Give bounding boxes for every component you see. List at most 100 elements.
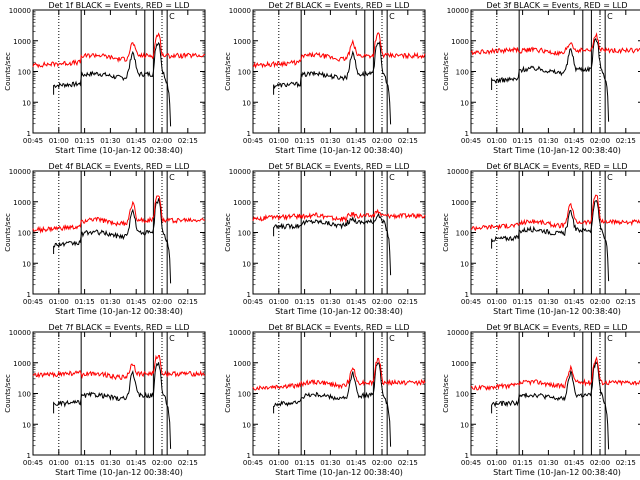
y-axis-label: Counts/sec [224,374,232,413]
events-series-line [491,38,610,122]
x-axis-label: Start Time (10-Jan-12 00:38:40) [493,468,621,477]
chart-panel-3: Det 3f BLACK = Events, RED = LLD 1 10 100 10… [442,1,640,155]
chart-panel-5: Det 5f BLACK = Events, RED = LLD 1 10 100 10… [224,162,426,316]
y-tick-label: 1000 [451,38,469,46]
x-tick-label: 01:00 [49,137,69,145]
chart-title: Det 5f BLACK = Events, RED = LLD [268,162,409,171]
x-tick-label: 01:45 [346,137,366,145]
x-axis-label: Start Time (10-Jan-12 00:38:40) [55,146,183,155]
x-tick-label: 01:45 [564,459,584,467]
y-tick-label: 10 [460,260,469,268]
c-marker-label: C [389,334,395,343]
chart-panel-4: Det 4f BLACK = Events, RED = LLD 1 10 100 10… [4,162,206,316]
events-series-line [53,41,172,127]
lld-series-line [252,357,426,391]
x-tick-label: 00:45 [23,298,43,306]
x-tick-label: 02:00 [152,459,172,467]
y-tick-label: 1 [465,291,469,299]
x-tick-label: 01:30 [538,137,558,145]
x-tick-label: 01:15 [295,459,315,467]
x-tick-label: 01:00 [487,459,507,467]
chart-panel-7: Det 7f BLACK = Events, RED = LLD 1 10 100 10… [4,323,206,477]
chart-title: Det 2f BLACK = Events, RED = LLD [268,1,409,10]
x-tick-label: 02:00 [372,459,392,467]
x-axis-label: Start Time (10-Jan-12 00:38:40) [493,146,621,155]
x-tick-label: 02:15 [616,298,636,306]
x-tick-label: 00:45 [461,137,481,145]
chart-title: Det 6f BLACK = Events, RED = LLD [486,162,627,171]
chart-title: Det 4f BLACK = Events, RED = LLD [48,162,189,171]
y-axis-label: Counts/sec [224,213,232,252]
x-tick-label: 00:45 [243,459,263,467]
y-tick-label: 1 [27,291,31,299]
y-tick-label: 1 [247,130,251,138]
y-axis-label: Counts/sec [442,374,450,413]
chart-panel-2: Det 2f BLACK = Events, RED = LLD 1 10 100 10… [224,1,426,155]
x-tick-label: 01:00 [269,137,289,145]
x-tick-label: 01:30 [100,459,120,467]
chart-panel-6: Det 6f BLACK = Events, RED = LLD 1 10 100 10… [442,162,640,316]
x-tick-label: 01:45 [126,137,146,145]
x-tick-label: 01:15 [75,459,95,467]
x-tick-label: 01:30 [320,137,340,145]
events-series-line [273,362,392,447]
chart-title: Det 8f BLACK = Events, RED = LLD [268,323,409,332]
y-tick-label: 1 [247,291,251,299]
events-series-line [53,198,172,284]
c-marker-label: C [169,12,175,21]
lld-series-line [470,32,640,57]
x-tick-label: 01:30 [320,298,340,306]
x-axis-label: Start Time (10-Jan-12 00:38:40) [55,307,183,316]
x-tick-label: 00:45 [243,298,263,306]
y-tick-label: 10000 [447,7,469,15]
x-tick-label: 02:00 [152,298,172,306]
x-tick-label: 02:00 [590,459,610,467]
lld-series-line [32,195,206,234]
y-tick-label: 100 [238,69,251,77]
x-tick-label: 01:30 [100,137,120,145]
x-tick-label: 01:15 [295,137,315,145]
chart-panel-9: Det 9f BLACK = Events, RED = LLD 1 10 100 10… [442,323,640,477]
y-tick-label: 10000 [9,7,31,15]
x-tick-label: 02:15 [616,137,636,145]
x-axis-label: Start Time (10-Jan-12 00:38:40) [275,146,403,155]
y-tick-label: 100 [238,230,251,238]
chart-title: Det 3f BLACK = Events, RED = LLD [486,1,627,10]
y-tick-label: 100 [456,69,469,77]
chart-title: Det 7f BLACK = Events, RED = LLD [48,323,189,332]
x-tick-label: 02:15 [178,298,198,306]
y-tick-label: 1000 [233,38,251,46]
x-tick-label: 02:15 [398,137,418,145]
y-tick-label: 10000 [229,329,251,337]
y-tick-label: 10000 [229,168,251,176]
events-series-line [273,212,392,276]
y-tick-label: 10 [460,99,469,107]
c-marker-label: C [389,173,395,182]
y-tick-label: 10000 [9,329,31,337]
x-tick-label: 02:00 [152,137,172,145]
x-tick-label: 01:30 [320,459,340,467]
x-tick-label: 01:30 [538,459,558,467]
x-tick-label: 02:15 [178,459,198,467]
x-tick-label: 02:15 [178,137,198,145]
y-tick-label: 100 [456,391,469,399]
y-tick-label: 10 [22,260,31,268]
lld-series-line [252,208,426,224]
x-tick-label: 01:00 [49,459,69,467]
x-axis-label: Start Time (10-Jan-12 00:38:40) [55,468,183,477]
y-tick-label: 100 [18,230,31,238]
y-tick-label: 1 [27,452,31,460]
x-tick-label: 01:15 [75,298,95,306]
x-tick-label: 01:15 [513,137,533,145]
x-tick-label: 01:45 [346,459,366,467]
y-axis-label: Counts/sec [4,374,12,413]
lld-series-line [32,32,206,69]
x-tick-label: 01:00 [49,298,69,306]
y-axis-label: Counts/sec [224,52,232,91]
y-tick-label: 10000 [9,168,31,176]
y-tick-label: 100 [238,391,251,399]
x-tick-label: 01:45 [564,298,584,306]
y-tick-label: 10 [460,421,469,429]
c-marker-label: C [169,334,175,343]
